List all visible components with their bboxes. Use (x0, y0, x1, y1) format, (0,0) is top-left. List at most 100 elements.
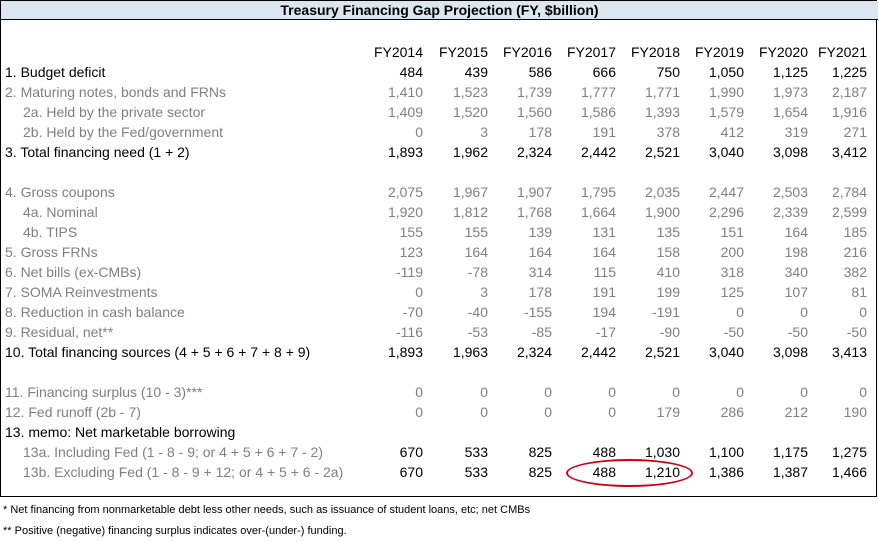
row-label: 4a. Nominal (23, 204, 98, 220)
table-cell: 2,296 (708, 204, 744, 220)
table-cell: 1,967 (452, 184, 488, 200)
table-cell: 1,973 (772, 84, 808, 100)
row-label: 4b. TIPS (23, 224, 78, 240)
table-cell: 2,521 (644, 144, 680, 160)
table-cell: 216 (843, 244, 867, 260)
table-cell: 1,579 (708, 104, 744, 120)
table-cell: 1,893 (387, 144, 423, 160)
table-cell: 139 (528, 224, 552, 240)
table-row: 11. Financing surplus (10 - 3)*** 0 0 0 0 0 0 0… (1, 382, 878, 402)
table-row: 13b. Excluding Fed (1 - 8 - 9 + 12; or 4… (1, 462, 878, 482)
table-cell: 0 (480, 404, 488, 420)
table-cell: 1,175 (772, 444, 808, 460)
row-label: 1. Budget deficit (5, 64, 106, 80)
table-cell: 439 (464, 64, 488, 80)
row-label: 13. memo: Net marketable borrowing (5, 424, 236, 440)
table-row: 3. Total financing need (1 + 2) 1,893 1,96… (1, 142, 878, 162)
year-header-fy2016: FY2016 (502, 44, 552, 60)
footnote: * Net financing from nonmarketable debt … (3, 504, 531, 516)
table-cell: 0 (736, 384, 744, 400)
table-cell: 155 (464, 224, 488, 240)
table-row: 2a. Held by the private sector 1,409 1,520… (1, 102, 878, 122)
table-cell: 378 (656, 124, 680, 140)
year-header-fy2018: FY2018 (630, 44, 680, 60)
table-cell: 3,098 (772, 144, 808, 160)
table-cell: 107 (784, 284, 808, 300)
table-cell: 3 (480, 124, 488, 140)
table-cell: 488 (592, 444, 616, 460)
table-cell: 825 (528, 444, 552, 460)
table-cell: 1,466 (831, 464, 867, 480)
table-row: 7. SOMA Reinvestments 0 3 178 191 199 125 107 81 (1, 282, 878, 302)
table-cell: 410 (656, 264, 680, 280)
red-ellipse-annotation (566, 459, 693, 487)
table-cell: 0 (415, 284, 423, 300)
table-cell: 212 (784, 404, 808, 420)
table-cell: 3 (480, 284, 488, 300)
table-cell: 750 (656, 64, 680, 80)
table-cell: 164 (784, 224, 808, 240)
table-cell: -40 (467, 304, 488, 320)
year-header-fy2017: FY2017 (566, 44, 616, 60)
table-cell: 318 (720, 264, 744, 280)
table-row: 6. Net bills (ex-CMBs) -119 -78 314 115 410 31… (1, 262, 878, 282)
table-cell: 1,962 (452, 144, 488, 160)
table-cell: 670 (399, 464, 423, 480)
table-cell: 178 (528, 124, 552, 140)
table-title: Treasury Financing Gap Projection (FY, $… (280, 2, 599, 18)
table-row: 5. Gross FRNs 123 164 164 164 158 200 198 216 (1, 242, 878, 262)
table-cell: 1,050 (708, 64, 744, 80)
table-cell: 151 (720, 224, 744, 240)
table-cell: 1,654 (772, 104, 808, 120)
table-row (1, 162, 878, 182)
table-row: 2. Maturing notes, bonds and FRNs 1,410 1,… (1, 82, 878, 102)
table-cell: 0 (859, 384, 867, 400)
table-cell: 2,324 (516, 144, 552, 160)
table-cell: 125 (720, 284, 744, 300)
table-cell: 115 (593, 264, 616, 280)
table-cell: 0 (480, 384, 488, 400)
footnote: ** Positive (negative) financing surplus… (3, 525, 347, 537)
table-cell: 586 (528, 64, 552, 80)
year-header-fy2021: FY2021 (817, 44, 867, 60)
table-cell: 81 (851, 284, 867, 300)
table-cell: 155 (399, 224, 423, 240)
table-cell: 1,393 (644, 104, 680, 120)
table-cell: -155 (523, 304, 552, 320)
table-cell: 0 (544, 384, 552, 400)
row-label: 6. Net bills (ex-CMBs) (5, 264, 142, 280)
table-cell: 0 (608, 404, 616, 420)
table-cell: 1,771 (644, 84, 680, 100)
table-cell: 0 (672, 384, 680, 400)
table-cell: 2,075 (387, 184, 423, 200)
title-bar: Treasury Financing Gap Projection (FY, $… (1, 1, 878, 20)
table-cell: -78 (467, 264, 488, 280)
table-cell: 164 (528, 244, 552, 260)
table-cell: 1,386 (708, 464, 744, 480)
table-cell: -50 (723, 324, 744, 340)
footnotes: * Net financing from nonmarketable debt … (3, 500, 530, 542)
table-cell: 412 (720, 124, 744, 140)
table-cell: 1,387 (772, 464, 808, 480)
table-cell: 1,520 (452, 104, 488, 120)
table-cell: 0 (544, 404, 552, 420)
table-cell: 3,040 (708, 144, 744, 160)
table-cell: -119 (396, 264, 423, 280)
table-cell: 1,963 (452, 344, 488, 360)
table-cell: 2,503 (772, 184, 808, 200)
year-header-fy2014: FY2014 (373, 44, 423, 60)
table-cell: 1,768 (516, 204, 552, 220)
table-cell: 3,040 (708, 344, 744, 360)
table-cell: 382 (843, 264, 867, 280)
table-cell: 131 (592, 224, 616, 240)
table-cell: 314 (528, 264, 552, 280)
table-cell: 484 (399, 64, 423, 80)
table-cell: 2,599 (831, 204, 867, 220)
table-cell: 194 (592, 304, 616, 320)
table-cell: 185 (843, 224, 867, 240)
table-cell: 1,100 (708, 444, 744, 460)
row-label: 3. Total financing need (1 + 2) (5, 144, 190, 160)
table-cell: 2,784 (831, 184, 867, 200)
table-cell: -17 (595, 324, 616, 340)
table-cell: 0 (736, 304, 744, 320)
